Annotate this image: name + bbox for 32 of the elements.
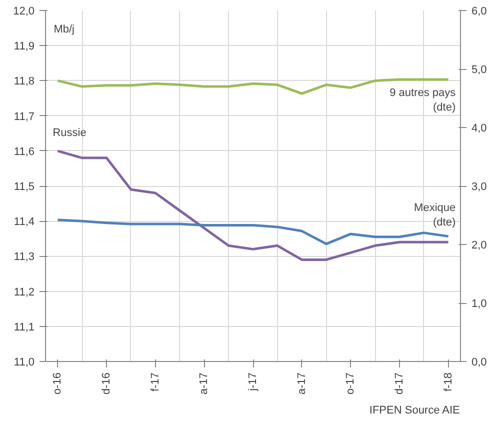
y-tick-label: 11,0	[14, 356, 34, 368]
y-tick-label: 11,8	[14, 76, 34, 88]
y2-tick-label: 6,0	[472, 6, 487, 18]
x-tick-label: a-17	[296, 372, 308, 395]
series-label: Russie	[52, 126, 86, 139]
x-tick-label: d-17	[393, 372, 406, 395]
x-tick-label: o-17	[344, 372, 357, 395]
y-tick-label: 11,5	[14, 181, 34, 193]
y-tick-label: 11,2	[14, 286, 34, 298]
x-tick-label: f-17	[149, 372, 162, 392]
y-tick-label: 11,6	[14, 146, 34, 158]
series-label: Mexique (dte)	[414, 202, 456, 228]
x-tick-label: f-18	[442, 372, 454, 392]
x-tick-label: o-16	[52, 372, 64, 395]
y2-tick-label: 4,0	[472, 122, 487, 134]
x-tick-label: d-16	[100, 372, 113, 395]
y-tick-label: 11,1	[14, 321, 34, 334]
x-tick-label: a-17	[198, 372, 210, 395]
y2-tick-label: 2,0	[472, 240, 487, 252]
y-tick-label: 11,9	[14, 40, 34, 53]
y-tick-label: 11,3	[14, 251, 34, 264]
y-tick-label: 11,7	[14, 110, 34, 123]
text: IFPEN Source AIE	[369, 404, 460, 416]
y-axis-title: Mb/j	[54, 24, 74, 36]
y2-tick-label: 0,0	[472, 356, 487, 368]
x-tick-label: j-17	[247, 372, 259, 392]
y-tick-label: 11,4	[14, 216, 34, 228]
y2-tick-label: 5,0	[472, 64, 487, 76]
y2-tick-label: 1,0	[472, 298, 487, 310]
y-tick-label: 12,0	[13, 6, 35, 18]
series-label: 9 autres pays (dte)	[390, 87, 456, 114]
y2-tick-label: 3,0	[472, 181, 487, 193]
